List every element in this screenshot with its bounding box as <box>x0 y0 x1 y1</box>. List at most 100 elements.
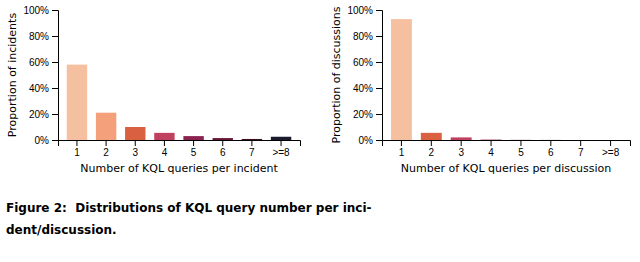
y-axis-title: Proportion of incidents <box>6 13 19 138</box>
x-axis-title: Number of KQL queries per incident <box>80 162 278 175</box>
tick-label: 0% <box>359 135 374 146</box>
tick-mark <box>491 140 492 146</box>
bar <box>570 140 591 141</box>
axis-line <box>376 11 383 141</box>
bar <box>510 139 531 140</box>
tick-label: 1 <box>74 147 80 158</box>
tick-mark <box>52 88 58 89</box>
tick-mark <box>52 10 58 11</box>
tick-mark <box>610 140 611 146</box>
y-axis: 0% 20% 40% 60% 80% 100% <box>23 5 58 146</box>
tick-mark <box>580 140 581 146</box>
tick-label: 6 <box>548 147 554 158</box>
tick-mark <box>376 140 382 141</box>
tick-mark <box>106 140 107 146</box>
tick-mark <box>52 62 58 63</box>
tick-label: 0% <box>35 135 50 146</box>
tick-label: 40% <box>353 83 373 94</box>
x-tick: 6 <box>220 140 226 158</box>
x-axis-title: Number of KQL queries per discussion <box>401 162 611 175</box>
y-tick: 100% <box>347 5 382 16</box>
x-tick: 3 <box>458 140 464 158</box>
y-tick: 20% <box>353 109 382 120</box>
y-tick: 0% <box>35 135 58 146</box>
bar <box>271 137 291 140</box>
x-tick: 5 <box>518 140 524 158</box>
bars <box>391 19 561 140</box>
tick-mark <box>461 140 462 146</box>
x-tick: 1 <box>74 140 80 158</box>
y-tick: 20% <box>29 109 58 120</box>
tick-label: 80% <box>353 31 373 42</box>
y-tick: 40% <box>353 83 382 94</box>
tick-mark <box>164 140 165 146</box>
tick-label: 5 <box>518 147 524 158</box>
x-tick: 6 <box>548 140 554 158</box>
figure: 1234567>=80%20%40%60%80%100%Number of KQ… <box>0 0 640 262</box>
tick-label: 3 <box>458 147 464 158</box>
x-tick: 1 <box>399 140 405 158</box>
tick-mark <box>550 140 551 146</box>
chart-panel: 1234567>=80%20%40%60%80%100%Number of KQ… <box>6 5 301 175</box>
bar <box>96 113 116 140</box>
tick-mark <box>52 140 58 141</box>
tick-mark <box>193 140 194 146</box>
caption-line: dent/discussion. <box>6 223 117 237</box>
y-tick: 100% <box>23 5 58 16</box>
y-axis-title: Proportion of discussions <box>330 6 343 143</box>
x-tick: 4 <box>162 140 168 158</box>
tick-label: >=8 <box>602 147 620 158</box>
tick-mark <box>431 140 432 146</box>
chart-panel: 1 2 3 4 5 6 7 >=8 0% 20% 40% 60% 80% 100% Number of KQ… <box>330 5 631 175</box>
bar <box>540 139 561 140</box>
tick-mark <box>52 36 58 37</box>
tick-mark <box>520 140 521 146</box>
bar <box>481 139 502 140</box>
bar <box>421 133 442 140</box>
tick-label: 60% <box>29 57 49 68</box>
tick-label: 4 <box>162 147 168 158</box>
tick-mark <box>76 140 77 146</box>
x-tick: 3 <box>132 140 138 158</box>
tick-label: 3 <box>132 147 138 158</box>
axis-line <box>59 141 301 147</box>
tick-mark <box>376 10 382 11</box>
tick-label: 20% <box>29 109 49 120</box>
tick-label: 100% <box>347 5 373 16</box>
axis-line <box>52 11 59 141</box>
tick-label: 80% <box>29 31 49 42</box>
axis-line <box>383 141 631 147</box>
caption-line: Figure 2: Distributions of KQL query num… <box>6 201 372 215</box>
tick-label: 5 <box>191 147 197 158</box>
caption: Figure 2: Distributions of KQL query num… <box>6 201 372 237</box>
tick-label: 20% <box>353 109 373 120</box>
tick-label: 100% <box>23 5 49 16</box>
bar <box>242 139 262 140</box>
y-tick: 60% <box>353 57 382 68</box>
bar <box>391 19 412 140</box>
y-tick: 40% <box>29 83 58 94</box>
tick-label: 4 <box>488 147 494 158</box>
tick-label: 6 <box>220 147 226 158</box>
tick-label: 7 <box>578 147 584 158</box>
bar <box>154 133 174 140</box>
tick-mark <box>376 88 382 89</box>
tick-mark <box>222 140 223 146</box>
y-tick: 80% <box>29 31 58 42</box>
x-tick: 7 <box>578 140 584 158</box>
tick-mark <box>376 62 382 63</box>
tick-label: 60% <box>353 57 373 68</box>
y-tick: 0% <box>359 135 382 146</box>
tick-mark <box>251 140 252 146</box>
tick-mark <box>376 36 382 37</box>
bar <box>600 140 621 141</box>
tick-mark <box>135 140 136 146</box>
bar <box>213 138 233 140</box>
x-tick: >=8 <box>272 140 290 158</box>
x-tick: 2 <box>429 140 435 158</box>
x-tick: 4 <box>488 140 494 158</box>
x-tick: >=8 <box>602 140 620 158</box>
bar <box>183 136 203 140</box>
x-tick: 2 <box>103 140 109 158</box>
y-axis: 0% 20% 40% 60% 80% 100% <box>347 5 382 146</box>
